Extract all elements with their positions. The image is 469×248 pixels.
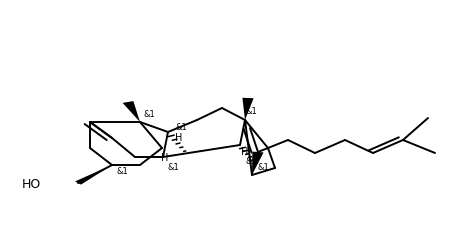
Text: &1: &1 <box>116 167 128 177</box>
Text: H: H <box>175 133 182 143</box>
Text: &1: &1 <box>143 111 155 120</box>
Text: &1: &1 <box>175 124 187 132</box>
Polygon shape <box>242 98 254 120</box>
Text: &1: &1 <box>245 157 257 166</box>
Polygon shape <box>122 101 140 122</box>
Text: H: H <box>242 147 249 157</box>
Text: HO: HO <box>22 179 41 191</box>
Text: &1: &1 <box>258 163 270 173</box>
Polygon shape <box>75 165 112 185</box>
Text: H: H <box>161 153 169 163</box>
Text: &1: &1 <box>245 107 257 117</box>
Polygon shape <box>252 152 264 175</box>
Text: &1: &1 <box>168 163 180 173</box>
